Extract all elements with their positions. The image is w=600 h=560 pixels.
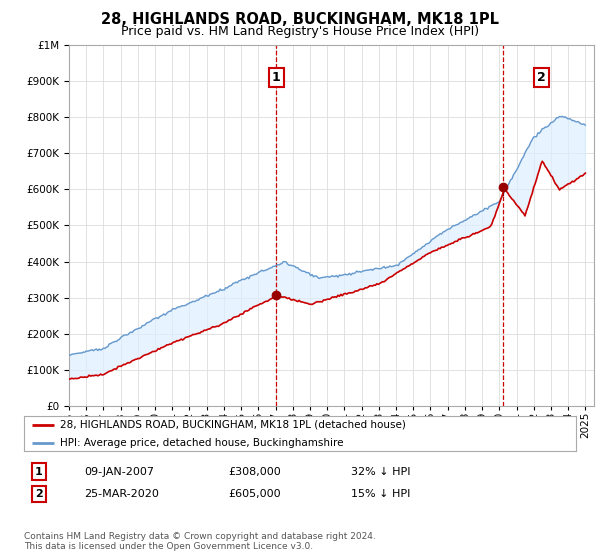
Text: 25-MAR-2020: 25-MAR-2020	[84, 489, 159, 499]
Text: Contains HM Land Registry data © Crown copyright and database right 2024.
This d: Contains HM Land Registry data © Crown c…	[24, 532, 376, 552]
Text: 1: 1	[272, 71, 281, 84]
Text: 28, HIGHLANDS ROAD, BUCKINGHAM, MK18 1PL: 28, HIGHLANDS ROAD, BUCKINGHAM, MK18 1PL	[101, 12, 499, 27]
Text: 15% ↓ HPI: 15% ↓ HPI	[351, 489, 410, 499]
Text: Price paid vs. HM Land Registry's House Price Index (HPI): Price paid vs. HM Land Registry's House …	[121, 25, 479, 38]
Text: £308,000: £308,000	[228, 466, 281, 477]
Text: 32% ↓ HPI: 32% ↓ HPI	[351, 466, 410, 477]
Text: 1: 1	[35, 466, 43, 477]
Text: 2: 2	[537, 71, 545, 84]
Text: £605,000: £605,000	[228, 489, 281, 499]
Text: 2: 2	[35, 489, 43, 499]
Text: HPI: Average price, detached house, Buckinghamshire: HPI: Average price, detached house, Buck…	[60, 438, 343, 448]
Text: 09-JAN-2007: 09-JAN-2007	[84, 466, 154, 477]
Text: 28, HIGHLANDS ROAD, BUCKINGHAM, MK18 1PL (detached house): 28, HIGHLANDS ROAD, BUCKINGHAM, MK18 1PL…	[60, 419, 406, 430]
